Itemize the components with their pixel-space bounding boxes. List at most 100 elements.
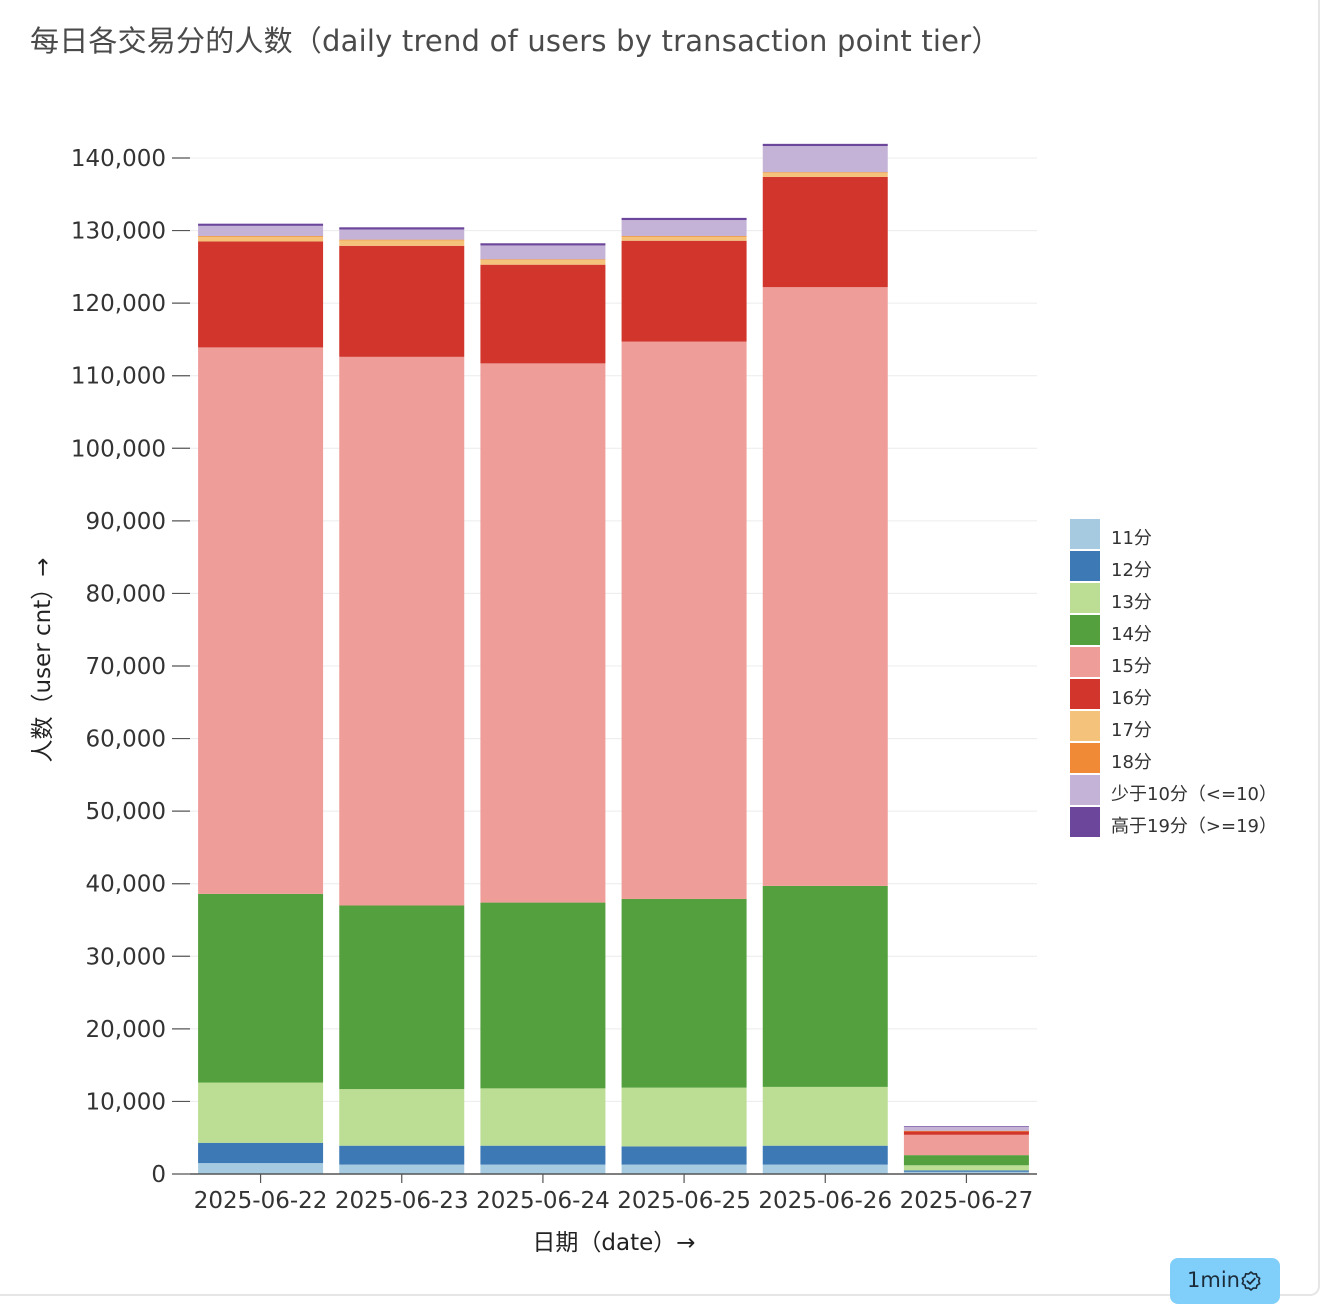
bar-segment[interactable] bbox=[903, 1170, 1029, 1172]
bar-segment[interactable] bbox=[762, 287, 888, 886]
legend-swatch bbox=[1070, 711, 1100, 741]
bar-segment[interactable] bbox=[762, 176, 888, 288]
bar-segment[interactable] bbox=[621, 236, 747, 241]
bar-segment[interactable] bbox=[198, 893, 324, 1083]
y-tick-label: 0 bbox=[151, 1162, 166, 1188]
bar-segment[interactable] bbox=[198, 347, 324, 894]
bar-segment[interactable] bbox=[339, 1145, 465, 1165]
legend-label: 13分 bbox=[1111, 592, 1152, 613]
y-tick-label: 30,000 bbox=[86, 944, 166, 970]
bar-segment[interactable] bbox=[198, 236, 324, 237]
y-tick-label: 80,000 bbox=[86, 581, 166, 607]
bar-segment[interactable] bbox=[621, 236, 747, 237]
legend-swatch bbox=[1070, 743, 1100, 773]
bar-segment[interactable] bbox=[339, 1164, 465, 1174]
y-tick-label: 60,000 bbox=[86, 727, 166, 753]
bar-segment[interactable] bbox=[621, 1146, 747, 1165]
bar-segment[interactable] bbox=[480, 1145, 606, 1165]
bar-segment[interactable] bbox=[198, 241, 324, 348]
bar-segment[interactable] bbox=[621, 220, 747, 237]
x-tick-label: 2025-06-22 bbox=[194, 1188, 328, 1214]
bar-segment[interactable] bbox=[339, 239, 465, 241]
refresh-interval-badge[interactable]: 1min bbox=[1170, 1258, 1280, 1304]
legend-swatch bbox=[1070, 551, 1100, 581]
legend-swatch bbox=[1070, 679, 1100, 709]
bar-segment[interactable] bbox=[339, 356, 465, 906]
bar-segment[interactable] bbox=[480, 259, 606, 265]
bar-segment[interactable] bbox=[198, 225, 324, 237]
badge-label: 1min bbox=[1187, 1268, 1240, 1292]
y-tick-label: 40,000 bbox=[86, 872, 166, 898]
bar-segment[interactable] bbox=[762, 1145, 888, 1165]
x-tick-label: 2025-06-27 bbox=[900, 1188, 1034, 1214]
bar-segment[interactable] bbox=[621, 1164, 747, 1174]
bar-segment[interactable] bbox=[762, 172, 888, 173]
bar-segment[interactable] bbox=[762, 1086, 888, 1146]
legend-label: 14分 bbox=[1111, 624, 1152, 645]
bar-segment[interactable] bbox=[762, 146, 888, 173]
bar-segment[interactable] bbox=[621, 217, 747, 221]
legend-label: 少于10分（<=10） bbox=[1111, 784, 1277, 805]
bar-segment[interactable] bbox=[621, 240, 747, 342]
y-tick-label: 100,000 bbox=[71, 436, 166, 462]
bar-segment[interactable] bbox=[903, 1134, 1029, 1156]
x-tick-label: 2025-06-23 bbox=[335, 1188, 469, 1214]
bar-segment[interactable] bbox=[903, 1165, 1029, 1171]
chart-title: 每日各交易分的人数（daily trend of users by transa… bbox=[30, 24, 1001, 58]
legend-swatch bbox=[1070, 615, 1100, 645]
bar-segment[interactable] bbox=[198, 236, 324, 242]
bar-segment[interactable] bbox=[621, 1087, 747, 1147]
legend-swatch bbox=[1070, 807, 1100, 837]
bar-segment[interactable] bbox=[480, 264, 606, 364]
bar-segment[interactable] bbox=[621, 898, 747, 1088]
bar-segment[interactable] bbox=[198, 1163, 324, 1174]
bar-segment[interactable] bbox=[762, 172, 888, 177]
bar-segment[interactable] bbox=[903, 1126, 1029, 1127]
legend-label: 18分 bbox=[1111, 752, 1152, 773]
bar-segment[interactable] bbox=[903, 1171, 1029, 1174]
bar-segment[interactable] bbox=[480, 245, 606, 260]
y-axis-title: 人数（user cnt）→ bbox=[30, 558, 56, 763]
bar-segment[interactable] bbox=[198, 223, 324, 226]
y-tick-label: 90,000 bbox=[86, 509, 166, 535]
bar-segment[interactable] bbox=[762, 143, 888, 147]
y-tick-label: 120,000 bbox=[71, 291, 166, 317]
bar-segment[interactable] bbox=[339, 227, 465, 230]
bar-segment[interactable] bbox=[621, 341, 747, 899]
bar-segment[interactable] bbox=[339, 245, 465, 357]
legend-label: 12分 bbox=[1111, 560, 1152, 581]
y-tick-label: 70,000 bbox=[86, 654, 166, 680]
bar-segment[interactable] bbox=[480, 363, 606, 903]
bar-segment[interactable] bbox=[339, 229, 465, 240]
y-tick-label: 50,000 bbox=[86, 799, 166, 825]
bar-segment[interactable] bbox=[480, 243, 606, 246]
x-tick-label: 2025-06-24 bbox=[476, 1188, 610, 1214]
bar-segment[interactable] bbox=[480, 1164, 606, 1174]
x-axis-title: 日期（date）→ bbox=[532, 1230, 695, 1256]
bar-segment[interactable] bbox=[339, 905, 465, 1090]
bar-segment[interactable] bbox=[339, 240, 465, 246]
legend-swatch bbox=[1070, 519, 1100, 549]
bar-segment[interactable] bbox=[903, 1130, 1029, 1132]
legend-label: 高于19分（>=19） bbox=[1111, 816, 1277, 837]
bar-segment[interactable] bbox=[198, 1082, 324, 1143]
bar-segment[interactable] bbox=[903, 1155, 1029, 1166]
bar-segment[interactable] bbox=[480, 902, 606, 1089]
bar-segment[interactable] bbox=[480, 259, 606, 260]
bar-segment[interactable] bbox=[480, 1088, 606, 1146]
legend-label: 11分 bbox=[1111, 528, 1152, 549]
bar-segment[interactable] bbox=[903, 1131, 1029, 1135]
bar-segment[interactable] bbox=[198, 1142, 324, 1164]
y-tick-label: 20,000 bbox=[86, 1017, 166, 1043]
bar-segment[interactable] bbox=[903, 1126, 1029, 1131]
y-tick-label: 110,000 bbox=[71, 364, 166, 390]
legend-label: 16分 bbox=[1111, 688, 1152, 709]
x-tick-label: 2025-06-26 bbox=[758, 1188, 892, 1214]
bar-segment[interactable] bbox=[762, 1164, 888, 1174]
y-tick-label: 130,000 bbox=[71, 219, 166, 245]
bar-segment[interactable] bbox=[339, 1089, 465, 1146]
bar-segment[interactable] bbox=[762, 885, 888, 1087]
legend-swatch bbox=[1070, 647, 1100, 677]
